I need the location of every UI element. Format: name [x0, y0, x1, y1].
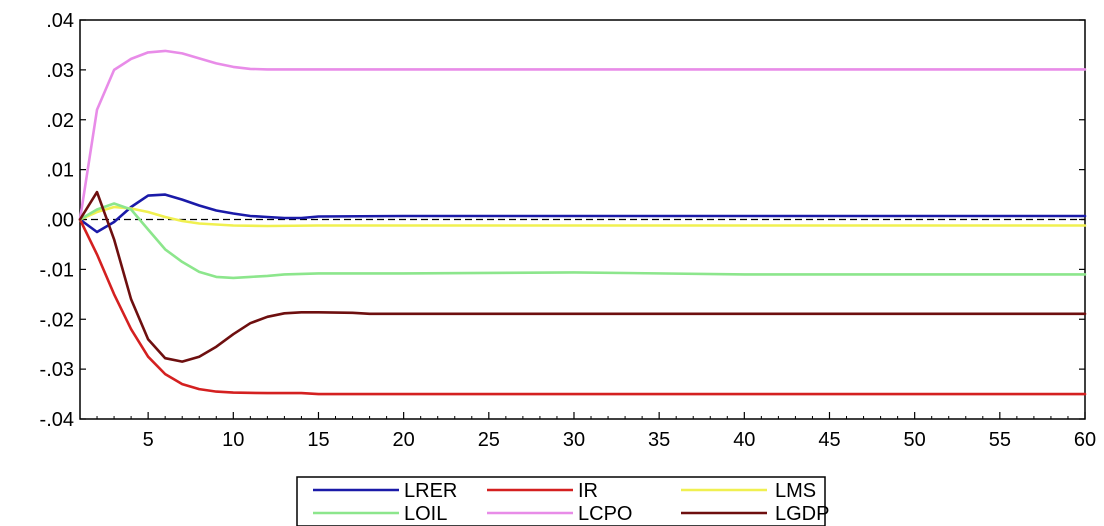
y-axis-ticks: .04 .03 .02 .01 .00 -.01 -.02 -.03 -.04 [40, 10, 1085, 431]
x-tick-label: 25 [478, 429, 500, 451]
series-lines [78, 49, 1087, 396]
x-tick-label: 5 [143, 429, 154, 451]
x-axis-ticks: 5 10 15 20 25 30 35 40 45 50 55 60 [79, 412, 1096, 451]
legend: LRER IR LMS LOIL LCPO LGDP [296, 476, 829, 526]
plot-frame [79, 19, 1086, 420]
x-tick-label: 35 [648, 429, 670, 451]
legend-label-lms: LMS [775, 480, 816, 502]
x-tick-label: 40 [733, 429, 755, 451]
legend-label-loil: LOIL [404, 503, 447, 525]
series-line-loil [78, 202, 1087, 280]
legend-box [296, 476, 826, 526]
y-tick-label: .04 [46, 10, 74, 32]
legend-label-lgdp: LGDP [775, 503, 829, 525]
series-line-ir [78, 218, 1087, 396]
x-tick-label: 50 [904, 429, 926, 451]
legend-label-ir: IR [578, 480, 598, 502]
y-tick-label: .01 [46, 160, 74, 182]
x-tick-label: 10 [222, 429, 244, 451]
series-line-lcpo [78, 49, 1087, 221]
legend-label-lrer: LRER [404, 480, 457, 502]
y-tick-label: .00 [46, 210, 74, 232]
x-tick-label: 20 [393, 429, 415, 451]
series-line-lgdp [78, 190, 1087, 363]
y-tick-label: .02 [46, 110, 74, 132]
x-tick-label: 60 [1074, 429, 1096, 451]
x-tick-label: 15 [307, 429, 329, 451]
x-tick-label: 45 [818, 429, 840, 451]
legend-label-lcpo: LCPO [578, 503, 632, 525]
series-line-lrer [78, 193, 1087, 234]
y-tick-label: -.02 [40, 309, 74, 331]
y-tick-label: .03 [46, 60, 74, 82]
x-tick-label: 30 [563, 429, 585, 451]
y-tick-label: -.03 [40, 359, 74, 381]
x-tick-label: 55 [989, 429, 1011, 451]
y-tick-label: -.01 [40, 259, 74, 281]
y-tick-label: -.04 [40, 409, 74, 431]
